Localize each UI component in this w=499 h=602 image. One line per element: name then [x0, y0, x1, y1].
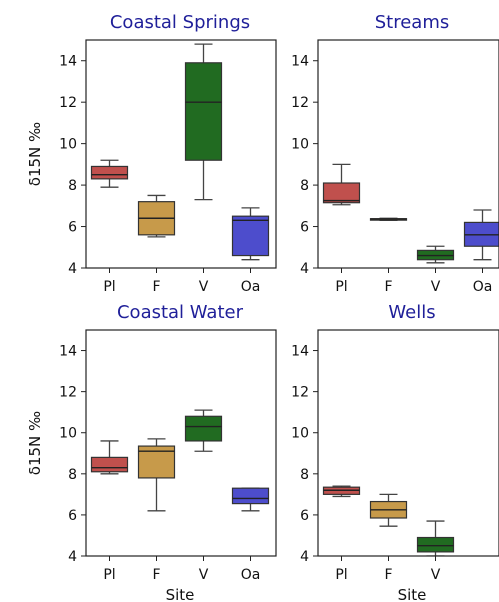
y-tick-label: 4 [300, 549, 309, 565]
box-series [90, 43, 270, 261]
axes-frame [85, 39, 277, 269]
y-tick-label: 4 [300, 261, 309, 277]
panel-title: Streams [375, 12, 450, 33]
y-tick-label: 4 [68, 549, 77, 565]
y-tick-label: 10 [59, 426, 77, 442]
panel-title: Coastal Water [117, 302, 244, 323]
y-tick-label: 8 [68, 178, 77, 194]
panel-title: Wells [388, 302, 435, 323]
y-tick-label: 14 [59, 344, 77, 360]
box-0 [322, 163, 361, 206]
axes-frame [85, 329, 277, 557]
box-iqr [231, 215, 270, 257]
x-tick-label: Pl [335, 279, 347, 295]
x-tick-label: F [384, 567, 392, 583]
box-3 [231, 207, 270, 261]
x-tick-label: V [431, 567, 441, 583]
y-tick-label: 6 [300, 508, 309, 524]
x-tick-label: V [199, 567, 209, 583]
box-iqr [90, 165, 129, 180]
y-tick-label: 10 [291, 137, 309, 153]
y-tick-label: 14 [59, 54, 77, 70]
panel-2: Coastal Water 4 6 8 10 12 14 Pl F V Oa Site δ15N ‰ [26, 302, 277, 602]
box-2 [184, 43, 223, 201]
box-1 [369, 217, 408, 221]
y-tick-label: 12 [59, 95, 77, 111]
panel-1: Streams 4 6 8 10 12 14 Pl F V Oa [291, 12, 499, 295]
y-tick-label: 10 [59, 137, 77, 153]
x-tick-label: Oa [473, 279, 493, 295]
x-tick-label: Oa [241, 279, 261, 295]
box-2 [184, 409, 223, 452]
box-iqr [90, 456, 129, 473]
box-1 [369, 493, 408, 527]
y-tick-label: 12 [291, 95, 309, 111]
box-series [90, 409, 270, 512]
box-series [322, 163, 499, 264]
y-axis-label: δ15N ‰ [26, 122, 44, 186]
x-tick-label: F [152, 279, 160, 295]
box-series [322, 485, 455, 556]
box-iqr [322, 182, 361, 204]
y-tick-label: 8 [300, 467, 309, 483]
panel-0: Coastal Springs 4 6 8 10 12 14 Pl F V Oa δ15N ‰ [26, 12, 277, 295]
box-3 [463, 209, 499, 261]
y-tick-label: 6 [68, 508, 77, 524]
x-tick-label: F [152, 567, 160, 583]
box-3 [231, 487, 270, 512]
x-tick-label: V [199, 279, 209, 295]
x-tick-label: Pl [335, 567, 347, 583]
axes-frame [317, 329, 499, 557]
box-0 [322, 485, 361, 498]
box-iqr [184, 62, 223, 161]
axes-frame [317, 39, 499, 269]
y-tick-label: 8 [300, 178, 309, 194]
y-tick-label: 12 [59, 385, 77, 401]
box-1 [137, 438, 176, 512]
y-tick-label: 4 [68, 261, 77, 277]
x-tick-label: Pl [103, 567, 115, 583]
box-iqr [231, 487, 270, 505]
x-axis-label: Site [398, 586, 427, 602]
y-tick-label: 6 [68, 220, 77, 236]
y-tick-label: 10 [291, 426, 309, 442]
x-tick-label: V [431, 279, 441, 295]
panel-title: Coastal Springs [110, 12, 250, 33]
y-tick-label: 6 [300, 220, 309, 236]
box-iqr [184, 415, 223, 442]
y-tick-label: 12 [291, 385, 309, 401]
x-tick-label: F [384, 279, 392, 295]
x-axis-label: Site [166, 586, 195, 602]
y-tick-label: 14 [291, 54, 309, 70]
box-2 [416, 520, 455, 556]
y-axis-label: δ15N ‰ [26, 411, 44, 475]
box-0 [90, 440, 129, 475]
box-2 [416, 245, 455, 264]
y-tick-label: 8 [68, 467, 77, 483]
box-iqr [416, 536, 455, 553]
box-0 [90, 159, 129, 188]
x-tick-label: Pl [103, 279, 115, 295]
y-tick-label: 14 [291, 344, 309, 360]
x-tick-label: Oa [241, 567, 261, 583]
box-1 [137, 194, 176, 238]
